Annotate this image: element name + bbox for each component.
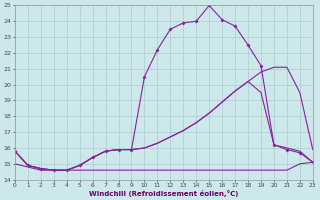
X-axis label: Windchill (Refroidissement éolien,°C): Windchill (Refroidissement éolien,°C) bbox=[89, 190, 238, 197]
